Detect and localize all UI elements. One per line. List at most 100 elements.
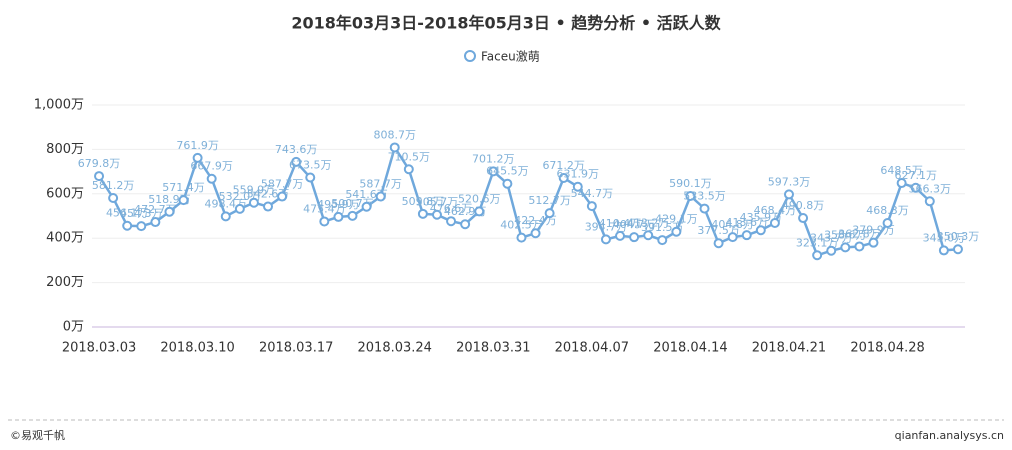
data-label: 631.9万 [557, 168, 600, 181]
point [417, 208, 428, 219]
data-label: 454.3万 [120, 207, 163, 220]
point [544, 208, 555, 219]
x-tick-label: 2018.04.28 [850, 341, 924, 356]
data-label: 710.5万 [388, 150, 431, 163]
point [629, 232, 640, 243]
data-label: 379.9万 [852, 224, 895, 237]
data-label: 456.1万 [106, 207, 149, 220]
point [347, 210, 358, 221]
point [938, 245, 949, 256]
point [952, 244, 963, 255]
data-label: 667.9万 [190, 160, 233, 173]
data-label: 468.3万 [866, 204, 909, 217]
point [403, 164, 414, 175]
point [94, 171, 105, 182]
x-tick-label: 2018.03.24 [358, 341, 432, 356]
data-label: 495.9万 [317, 198, 360, 211]
point [446, 216, 457, 227]
point [389, 142, 400, 153]
point [136, 221, 147, 232]
point [333, 211, 344, 222]
footer-right: qianfan.analysys.cn [895, 429, 1004, 442]
data-label: 362.8万 [838, 227, 881, 240]
data-label: 559.9万 [233, 184, 276, 197]
point [783, 189, 794, 200]
point [234, 203, 245, 214]
point [277, 191, 288, 202]
point [192, 152, 203, 163]
point [924, 196, 935, 207]
data-label: 422.4万 [514, 214, 557, 227]
data-label: 597.3万 [768, 175, 811, 188]
point [713, 238, 724, 249]
data-label: 581.2万 [92, 179, 135, 192]
point [910, 182, 921, 193]
point [291, 156, 302, 167]
point [826, 245, 837, 256]
point [643, 230, 654, 241]
data-label: 520.6万 [458, 192, 501, 205]
data-label: 533.5万 [683, 190, 726, 203]
point [516, 232, 527, 243]
point [206, 173, 217, 184]
data-label: 410.4万 [599, 217, 642, 230]
point [671, 226, 682, 237]
data-label: 590.1万 [669, 177, 712, 190]
data-label: 743.6万 [275, 143, 318, 156]
point [840, 242, 851, 253]
point [305, 172, 316, 183]
data-label: 673.5万 [289, 158, 332, 171]
point [657, 235, 668, 246]
point [502, 178, 513, 189]
point [896, 178, 907, 189]
data-label: 566.3万 [909, 182, 952, 195]
y-tick-label: 600万 [46, 186, 84, 201]
data-label: 648.5万 [880, 164, 923, 177]
point [868, 237, 879, 248]
point [812, 250, 823, 261]
data-label: 645.5万 [486, 165, 529, 178]
data-label: 402.5万 [500, 219, 543, 232]
point [474, 206, 485, 217]
x-tick-label: 2018.03.03 [62, 341, 136, 356]
point [248, 197, 259, 208]
y-tick-label: 800万 [46, 142, 84, 157]
legend-marker [464, 50, 476, 62]
data-label: 671.2万 [542, 159, 585, 172]
data-label: 323.1万 [796, 236, 839, 249]
x-tick-label: 2018.03.31 [456, 341, 530, 356]
point [741, 230, 752, 241]
data-label: 512.7万 [528, 194, 571, 207]
x-tick-label: 2018.03.10 [160, 341, 234, 356]
point [586, 201, 597, 212]
data-label: 429.1万 [655, 213, 698, 226]
y-tick-label: 400万 [46, 231, 84, 246]
point [108, 192, 119, 203]
point [530, 228, 541, 239]
point [854, 241, 865, 252]
point [615, 230, 626, 241]
point [164, 206, 175, 217]
data-label: 468.4万 [754, 204, 797, 217]
point [798, 213, 809, 224]
data-label: 509.8万 [402, 195, 445, 208]
data-label: 587.7万 [359, 178, 402, 191]
point [755, 225, 766, 236]
data-label: 404.7万 [613, 218, 656, 231]
point [375, 191, 386, 202]
point [600, 234, 611, 245]
point [685, 190, 696, 201]
point [769, 218, 780, 229]
data-label: 490.8万 [782, 199, 825, 212]
point [460, 219, 471, 230]
data-label: 544.7万 [571, 187, 614, 200]
point [727, 232, 738, 243]
point [150, 217, 161, 228]
data-label: 343.7万 [810, 232, 853, 245]
point [882, 218, 893, 229]
data-label: 476.6万 [430, 202, 473, 215]
point [178, 195, 189, 206]
data-label: 394.7万 [585, 220, 628, 233]
x-tick-label: 2018.03.17 [259, 341, 333, 356]
